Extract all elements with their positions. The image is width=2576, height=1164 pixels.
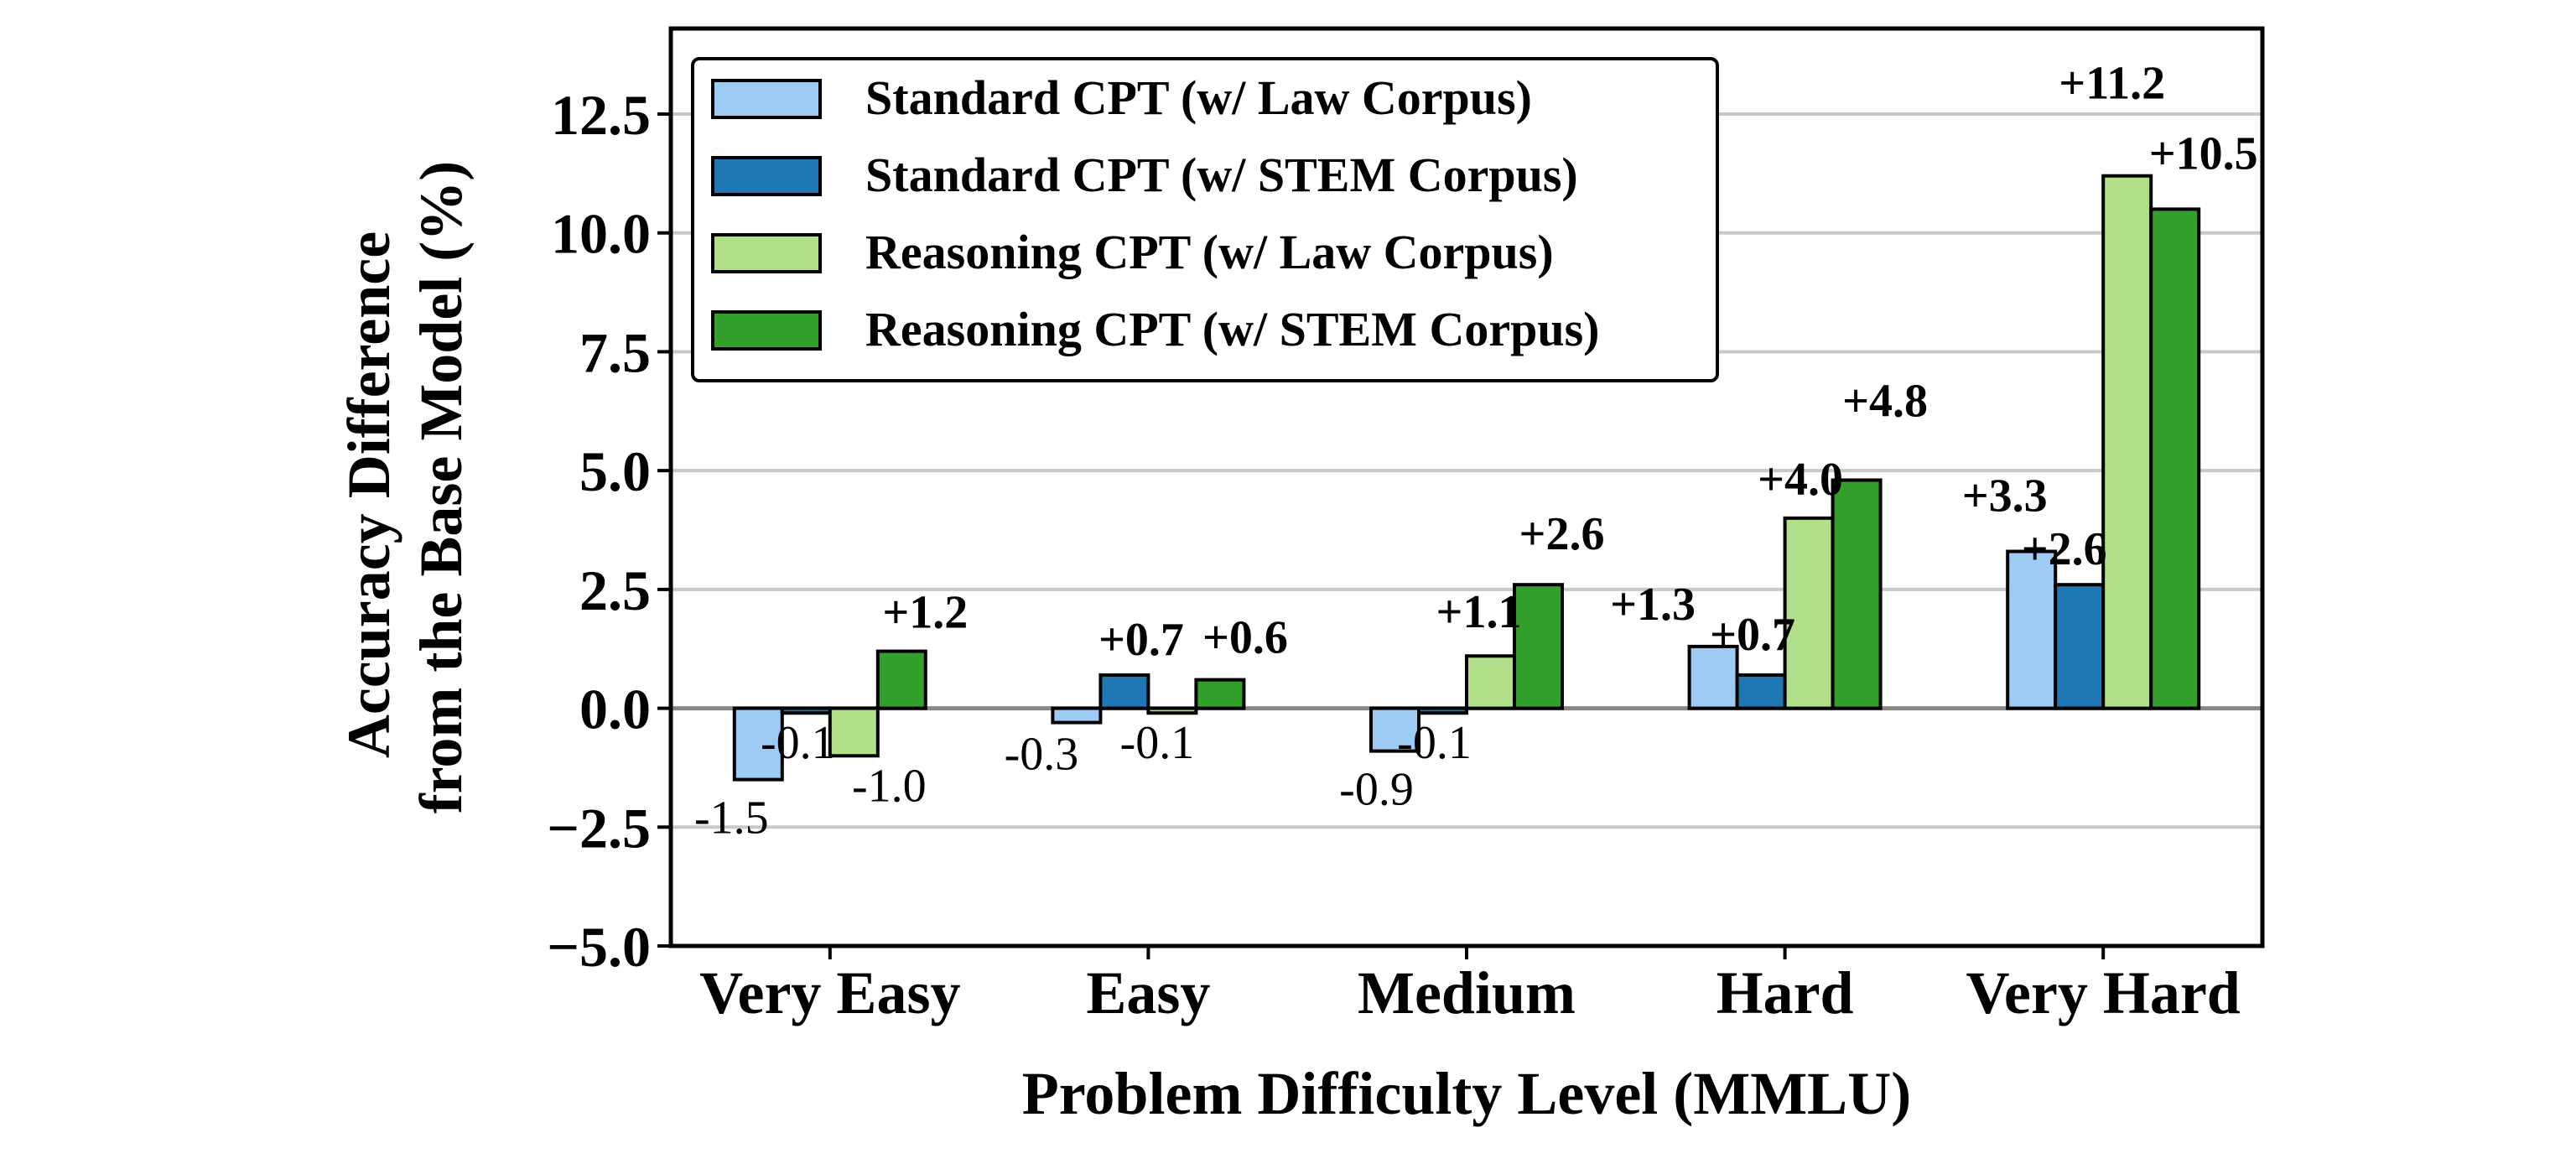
x-tick-label: Medium xyxy=(1358,959,1576,1026)
legend-label: Standard CPT (w/ Law Corpus) xyxy=(865,70,1532,125)
y-tick-label: 5.0 xyxy=(579,439,651,503)
legend: Standard CPT (w/ Law Corpus) Standard CPT… xyxy=(691,57,1719,382)
data-labels: -1.5 -0.3 -0.9 +1.3 +3.3 -0.1 +0.7 -0.1 +0.7 +2.6… xyxy=(694,58,2258,844)
legend-swatch xyxy=(711,310,822,351)
bar xyxy=(1369,706,1420,753)
data-label: +0.7 xyxy=(1098,614,1184,666)
legend-label: Reasoning CPT (w/ STEM Corpus) xyxy=(865,302,1600,356)
data-label: -0.1 xyxy=(761,717,835,769)
y-tick-label: 0.0 xyxy=(579,678,651,741)
x-tick-label: Hard xyxy=(1716,959,1854,1026)
bar xyxy=(1051,706,1103,725)
x-tick-label: Very Easy xyxy=(699,959,960,1026)
data-label: +2.6 xyxy=(1519,508,1605,560)
legend-box xyxy=(691,57,1719,382)
x-axis-ticks: Very Easy Easy Medium Hard Very Hard xyxy=(699,946,2241,1026)
bar xyxy=(1417,706,1468,715)
data-label: +1.2 xyxy=(882,587,968,639)
legend-label: Reasoning CPT (w/ Law Corpus) xyxy=(865,225,1554,279)
bar xyxy=(2054,583,2106,710)
legend-swatch xyxy=(711,79,822,119)
bar xyxy=(875,649,927,710)
data-label: +0.7 xyxy=(1710,609,1795,661)
y-tick-label: 7.5 xyxy=(579,320,651,384)
bar xyxy=(1194,678,1246,710)
bar xyxy=(1146,706,1198,715)
y-tick-label: 12.5 xyxy=(551,83,651,147)
bar xyxy=(1831,478,1883,710)
legend-label: Standard CPT (w/ STEM Corpus) xyxy=(865,148,1578,202)
y-axis-title-line-1: Accuracy Difference xyxy=(335,231,402,758)
data-label: +0.6 xyxy=(1202,612,1288,664)
data-label: -0.1 xyxy=(1397,717,1472,769)
data-label: +4.0 xyxy=(1758,454,1843,506)
bar xyxy=(1465,654,1516,710)
x-axis-title: Problem Difficulty Level (MMLU) xyxy=(1022,1060,1911,1127)
data-label: -0.3 xyxy=(1005,729,1079,781)
data-label: +3.3 xyxy=(1962,470,2048,522)
bar xyxy=(2101,174,2153,710)
data-label: +2.6 xyxy=(2022,523,2107,575)
bar xyxy=(1513,583,1564,710)
y-axis-title-line-2: from the Base Model (%) xyxy=(408,161,475,814)
bar xyxy=(828,706,880,758)
bar xyxy=(1098,673,1150,710)
y-axis-ticks: −5.0 −2.5 0.0 2.5 5.0 7.5 10.0 12.5 xyxy=(547,83,671,979)
y-tick-label: −2.5 xyxy=(547,796,651,860)
bar xyxy=(732,706,784,782)
y-tick-label: 10.0 xyxy=(551,202,651,266)
data-label: -1.5 xyxy=(694,792,769,844)
data-label: +1.1 xyxy=(1436,586,1522,638)
data-label: +10.5 xyxy=(2149,127,2258,179)
legend-swatch xyxy=(711,233,822,273)
legend-swatch xyxy=(711,156,822,196)
y-tick-label: 2.5 xyxy=(579,559,651,622)
x-tick-label: Easy xyxy=(1086,959,1210,1026)
x-tick-label: Very Hard xyxy=(1966,959,2241,1026)
bar xyxy=(1735,673,1787,710)
data-label: -0.1 xyxy=(1120,717,1195,769)
bar xyxy=(1687,644,1739,710)
data-label: -0.9 xyxy=(1339,764,1414,816)
bars xyxy=(732,174,2201,782)
y-tick-label: −5.0 xyxy=(547,915,651,979)
data-label: +11.2 xyxy=(2059,58,2165,110)
data-label: +4.8 xyxy=(1842,375,1928,427)
data-label: -1.0 xyxy=(852,760,927,812)
bar xyxy=(2006,549,2058,710)
data-label: +1.3 xyxy=(1610,579,1696,631)
bar xyxy=(2149,207,2201,710)
y-axis-title: Accuracy Difference from the Base Model … xyxy=(335,161,475,814)
bar xyxy=(780,706,832,715)
